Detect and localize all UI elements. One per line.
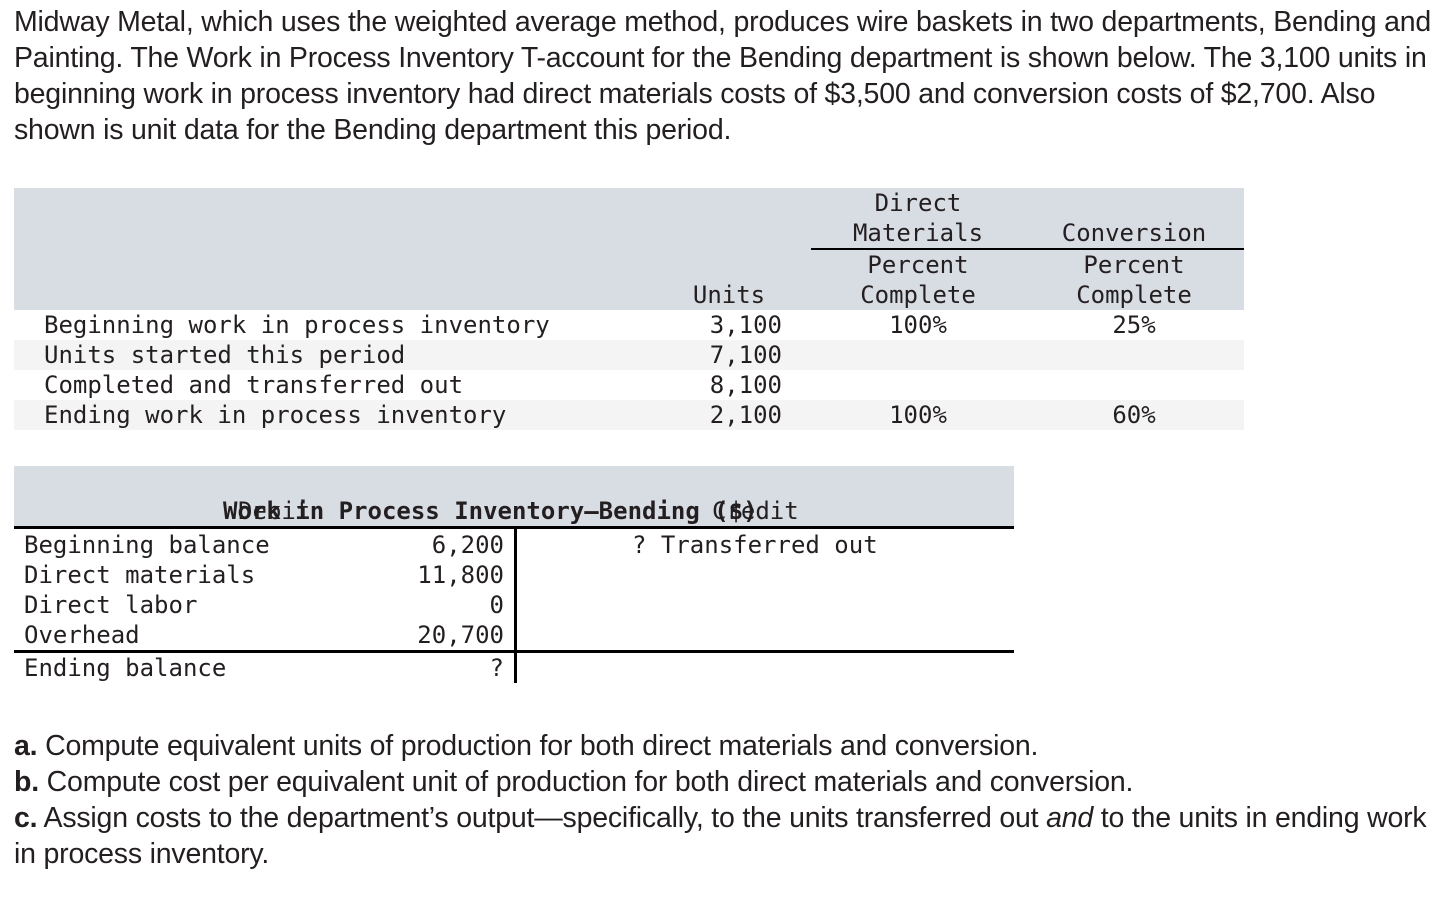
debit-amount: 20,700 (417, 621, 504, 649)
ending-balance-label: Ending balance (24, 654, 227, 682)
table-row: Ending work in process inventory 2,100 1… (14, 400, 1244, 430)
t-account-row: Direct materials 11,800 (14, 560, 1014, 590)
row-dm-pct: 100% (889, 311, 947, 339)
debit-label: Direct labor (24, 591, 198, 619)
row-conv-pct: 60% (1112, 401, 1156, 429)
row-label: Ending work in process inventory (44, 401, 507, 429)
dm-sub-line2: Complete (860, 281, 976, 309)
unit-data-table: Direct Materials Conversion Percent Comp… (14, 188, 1244, 430)
wip-t-account: Work in Process Inventory—Bending ($) De… (14, 466, 1014, 685)
debit-header: Debit (238, 497, 311, 525)
question-a: a. Compute equivalent units of productio… (14, 728, 1434, 764)
table-row: Completed and transferred out 8,100 (14, 370, 1244, 400)
dm-percent-complete-header: Percent Complete (834, 250, 1002, 310)
question-a-text: Compute equivalent units of production f… (37, 730, 1039, 762)
debit-amount: 0 (489, 591, 504, 619)
unit-table-header: Direct Materials Conversion Percent Comp… (14, 188, 1244, 310)
t-account-footer: Ending balance ? (14, 653, 1014, 685)
dm-group-line1: Direct (874, 189, 962, 217)
row-label: Completed and transferred out (44, 371, 464, 399)
row-dm-pct: 100% (889, 401, 947, 429)
t-account-title: Work in Process Inventory—Bending ($) (14, 466, 1014, 556)
units-header: Units (692, 281, 766, 309)
conv-percent-complete-header: Percent Complete (1054, 250, 1214, 310)
question-a-marker: a. (14, 730, 38, 762)
row-conv-pct: 25% (1112, 311, 1156, 339)
t-account-row: Overhead 20,700 (14, 620, 1014, 650)
questions: a. Compute equivalent units of productio… (14, 728, 1434, 872)
debit-label: Beginning balance (24, 531, 270, 559)
credit-header: Credit (712, 497, 799, 525)
t-account-row: Direct labor 0 (14, 590, 1014, 620)
row-units: 3,100 (709, 311, 782, 339)
dm-sub-line1: Percent (867, 251, 969, 279)
question-b: b. Compute cost per equivalent unit of p… (14, 764, 1434, 800)
header-group-rule (811, 248, 1244, 250)
t-account-row: Beginning balance 6,200 ? Transferred ou… (14, 530, 1014, 560)
debit-label: Direct materials (24, 561, 256, 589)
t-account-body: Beginning balance 6,200 ? Transferred ou… (14, 529, 1014, 650)
dm-group-line2: Materials (852, 219, 984, 247)
table-row: Beginning work in process inventory 3,10… (14, 310, 1244, 340)
table-row: Units started this period 7,100 (14, 340, 1244, 370)
question-c: c. Assign costs to the department’s outp… (14, 800, 1434, 872)
question-c-text-2: to the units in ending work in process i… (14, 802, 1427, 870)
t-account-header: Work in Process Inventory—Bending ($) De… (14, 466, 1014, 526)
row-label: Beginning work in process inventory (44, 311, 550, 339)
row-units: 2,100 (709, 401, 782, 429)
t-account-top-rule (14, 526, 1014, 529)
debit-amount: 11,800 (417, 561, 504, 589)
credit-entry: ? Transferred out (632, 531, 878, 559)
ending-balance-row: Ending balance ? (14, 653, 1014, 683)
question-c-text-1: Assign costs to the department’s output—… (37, 802, 1047, 834)
row-units: 7,100 (709, 341, 782, 369)
problem-intro: Midway Metal, which uses the weighted av… (14, 6, 1432, 146)
dm-group-header: Direct Materials (834, 188, 1002, 248)
ending-balance-amount: ? (489, 654, 504, 682)
conv-sub-line2: Complete (1076, 281, 1192, 309)
question-c-marker: c. (14, 802, 38, 834)
question-c-emphasis: and (1046, 802, 1094, 834)
t-account-title-text: Work in Process Inventory—Bending ($) (223, 497, 758, 525)
debit-amount: 6,200 (431, 531, 504, 559)
debit-label: Overhead (24, 621, 140, 649)
row-units: 8,100 (709, 371, 782, 399)
question-b-marker: b. (14, 766, 39, 798)
conv-sub-line1: Percent (1083, 251, 1185, 279)
question-b-text: Compute cost per equivalent unit of prod… (38, 766, 1134, 798)
t-account-divider (514, 529, 517, 683)
conversion-group-header: Conversion (1061, 219, 1207, 247)
row-label: Units started this period (44, 341, 406, 369)
